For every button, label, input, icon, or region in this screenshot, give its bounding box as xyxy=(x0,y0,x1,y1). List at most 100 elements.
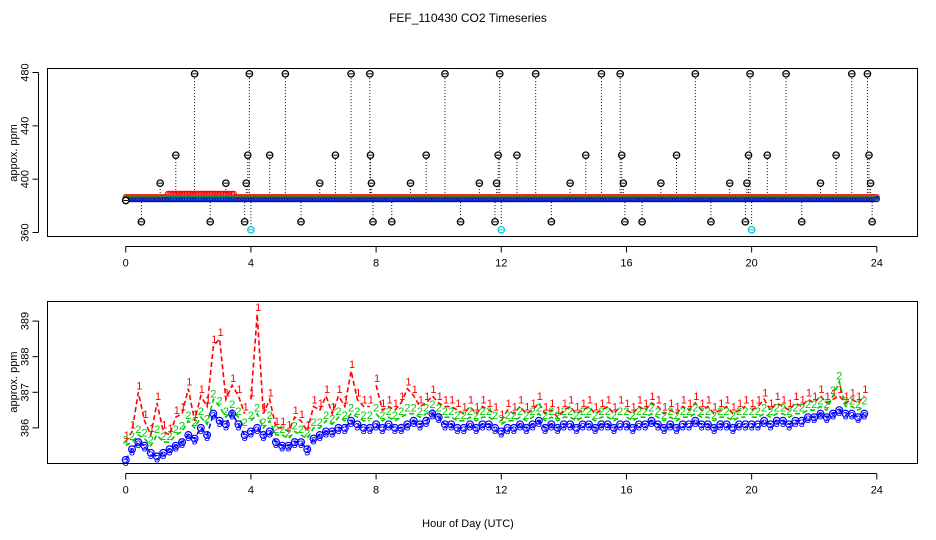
series-3-point-label: 3 xyxy=(842,411,848,423)
series-3-point-label: 3 xyxy=(185,432,191,444)
series-2-point-label: 2 xyxy=(755,406,761,418)
series-3-point-label: 3 xyxy=(198,425,204,437)
series-2-point-label: 2 xyxy=(229,399,235,411)
series-3-point-label: 3 xyxy=(154,453,160,465)
series-2-point-label: 2 xyxy=(173,424,179,436)
series-3-point xyxy=(171,441,180,450)
series-2-point-label: 2 xyxy=(692,403,698,415)
series-1-point-label: 1 xyxy=(731,402,737,414)
series-2-point-label: 2 xyxy=(749,406,755,418)
series-3-point xyxy=(641,420,650,429)
series-3-point-label: 3 xyxy=(160,450,166,462)
series-3-point xyxy=(221,420,230,429)
series-3-point-label: 3 xyxy=(123,457,129,469)
series-1-point-label: 1 xyxy=(587,395,593,407)
series-2-point-label: 2 xyxy=(623,406,629,418)
series-1-point-label: 1 xyxy=(700,398,706,410)
series-3-point-label: 3 xyxy=(285,443,291,455)
series-3-point-label: 3 xyxy=(761,418,767,430)
series-3-point-label: 3 xyxy=(192,436,198,448)
series-3-point xyxy=(215,416,224,425)
series-3-point xyxy=(647,416,656,425)
series-1-point-label: 1 xyxy=(487,398,493,410)
series-2-point-label: 2 xyxy=(423,403,429,415)
series-3-point xyxy=(810,413,819,422)
series-3-point xyxy=(691,416,700,425)
series-1-point-label: 1 xyxy=(343,395,349,407)
series-2-point-label: 2 xyxy=(204,413,210,425)
series-1-point-label: 1 xyxy=(643,398,649,410)
series-3-point xyxy=(259,431,268,440)
series-1-point-label: 1 xyxy=(512,402,518,414)
series-2-point-label: 2 xyxy=(661,410,667,422)
series-2-point-label: 2 xyxy=(461,410,467,422)
series-3-point xyxy=(484,420,493,429)
series-3-point xyxy=(397,423,406,432)
series-2-point-label: 2 xyxy=(511,410,517,422)
series-3-point xyxy=(284,441,293,450)
series-1-point-label: 1 xyxy=(199,384,205,396)
series-2-point-label: 2 xyxy=(673,410,679,422)
series-3-point-label: 3 xyxy=(404,421,410,433)
series-3-point xyxy=(378,423,387,432)
bottom-y-tick-label: 389 xyxy=(20,312,32,330)
top-x-tick-label: 8 xyxy=(373,258,379,270)
series-2-point-label: 2 xyxy=(530,406,536,418)
series-3-point-label: 3 xyxy=(655,421,661,433)
series-1-point-label: 1 xyxy=(455,398,461,410)
series-2-point-label: 2 xyxy=(398,406,404,418)
series-2-point-label: 2 xyxy=(298,424,304,436)
series-1-point-label: 1 xyxy=(142,409,148,421)
x-axis-label: Hour of Day (UTC) xyxy=(422,518,514,530)
series-3-point-label: 3 xyxy=(273,439,279,451)
series-3-point-label: 3 xyxy=(692,418,698,430)
series-3-point xyxy=(778,416,787,425)
series-2-point-label: 2 xyxy=(830,385,836,397)
series-3-point xyxy=(315,431,324,440)
top-marks xyxy=(121,69,880,234)
series-2-point-label: 2 xyxy=(855,399,861,411)
series-3-point xyxy=(516,420,525,429)
series-3-point xyxy=(547,420,556,429)
series-2-point-label: 2 xyxy=(361,410,367,422)
series-1-point-label: 1 xyxy=(850,387,856,399)
series-1-point-label: 1 xyxy=(474,402,480,414)
series-2-point-label: 2 xyxy=(436,403,442,415)
series-3-point-label: 3 xyxy=(548,421,554,433)
series-1-point-label: 1 xyxy=(368,395,374,407)
series-2-point-label: 2 xyxy=(342,410,348,422)
series-3-point-label: 3 xyxy=(329,428,335,440)
series-1-point-label: 1 xyxy=(480,395,486,407)
series-3-point xyxy=(603,420,612,429)
series-2-point-label: 2 xyxy=(279,424,285,436)
bottom-x-tick-label: 4 xyxy=(248,485,254,497)
series-2-point-label: 2 xyxy=(442,406,448,418)
series-1-point-label: 1 xyxy=(493,402,499,414)
baseline-point xyxy=(873,196,880,203)
series-3-point xyxy=(860,409,869,418)
bottom-x-tick-label: 8 xyxy=(373,485,379,497)
series-1-point-label: 1 xyxy=(693,391,699,403)
series-1-line xyxy=(125,313,865,443)
series-2-point-label: 2 xyxy=(824,399,830,411)
series-3-point xyxy=(384,420,393,429)
series-2-point-label: 2 xyxy=(598,406,604,418)
top-x-tick-label: 16 xyxy=(620,258,632,270)
series-1-point-label: 1 xyxy=(856,391,862,403)
series-3-point-label: 3 xyxy=(605,421,611,433)
series-3-point-label: 3 xyxy=(448,421,454,433)
series-1-point-label: 1 xyxy=(324,384,330,396)
series-2-point-label: 2 xyxy=(429,399,435,411)
series-3-point xyxy=(190,434,199,443)
series-3-point xyxy=(447,420,456,429)
top-x-tick-label: 0 xyxy=(123,258,129,270)
series-3-point-label: 3 xyxy=(767,421,773,433)
series-2-point-label: 2 xyxy=(849,396,855,408)
series-3-point-label: 3 xyxy=(680,421,686,433)
series-3-point-label: 3 xyxy=(780,418,786,430)
series-1-point-label: 1 xyxy=(599,398,605,410)
series-1-point-label: 1 xyxy=(593,402,599,414)
series-2-point-label: 2 xyxy=(517,406,523,418)
series-3-point xyxy=(271,438,280,447)
series-2-point-label: 2 xyxy=(492,410,498,422)
